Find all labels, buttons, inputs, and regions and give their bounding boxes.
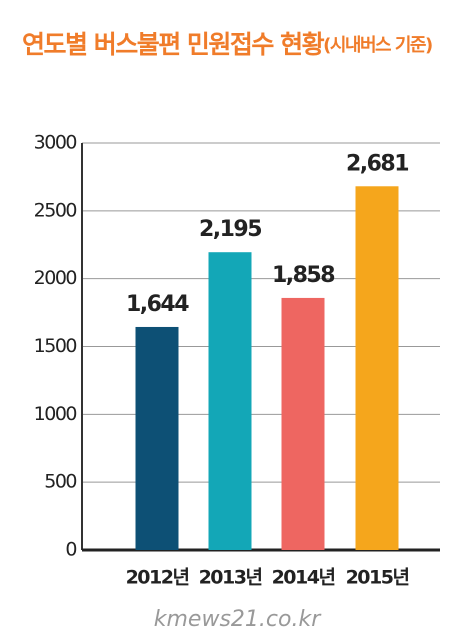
- bar: [135, 326, 179, 550]
- subtitle: (시내버스 기준): [323, 35, 432, 56]
- value-label: 2,681: [346, 151, 408, 176]
- y-tick-label: 0: [65, 539, 76, 561]
- chart-title: 연도별 버스불편 민원접수 현황(시내버스 기준): [22, 30, 432, 59]
- title: 연도별 버스불편 민원접수 현황: [22, 30, 325, 59]
- y-tick-label: 3000: [34, 132, 77, 154]
- value-label: 2,195: [199, 217, 261, 242]
- bar: [208, 252, 252, 550]
- y-tick-label: 500: [44, 471, 76, 493]
- value-label: 1,644: [126, 292, 189, 317]
- x-tick-label: 2015년: [346, 567, 409, 589]
- x-tick-label: 2012년: [126, 567, 189, 589]
- x-tick-label: 2013년: [199, 567, 262, 589]
- value-label: 1,858: [272, 263, 334, 288]
- x-tick-label: 2014년: [272, 567, 335, 589]
- watermark: kmews21.co.kr: [154, 607, 322, 632]
- y-tick-label: 1500: [34, 335, 77, 357]
- y-tick-label: 2500: [34, 199, 77, 221]
- bar: [355, 186, 399, 551]
- y-tick-label: 2000: [34, 267, 77, 289]
- y-tick-label: 1000: [34, 403, 77, 425]
- bar: [281, 297, 325, 550]
